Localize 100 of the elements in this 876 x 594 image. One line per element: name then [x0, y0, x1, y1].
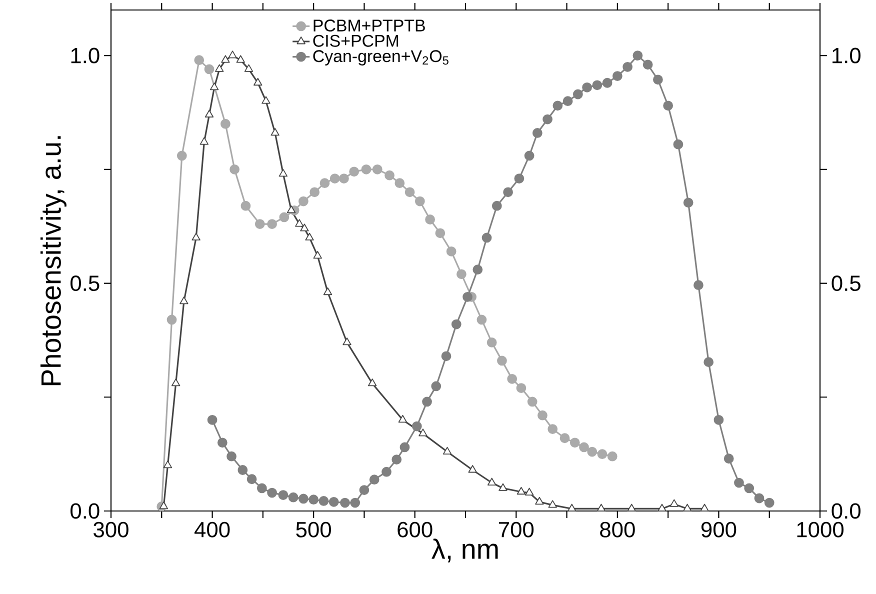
legend-label: Cyan-green+V$_{2}$O$_{5}$: [313, 50, 448, 66]
point: [215, 64, 224, 72]
point: [159, 501, 168, 510]
point: [492, 200, 502, 211]
point: [207, 414, 218, 425]
point: [754, 493, 764, 504]
legend-label: PCBM+PTPTB: [314, 20, 425, 32]
point: [700, 504, 709, 512]
point: [330, 174, 340, 184]
point: [220, 118, 230, 129]
point: [548, 424, 558, 434]
point: [562, 96, 573, 106]
point: [714, 414, 724, 425]
point: [487, 478, 496, 486]
point: [414, 196, 425, 206]
point: [524, 488, 534, 496]
point: [482, 232, 492, 243]
point: [318, 496, 329, 506]
point: [498, 483, 508, 491]
point: [446, 246, 456, 256]
point: [270, 128, 280, 136]
point: [435, 228, 446, 238]
point: [516, 383, 526, 393]
point: [622, 62, 633, 72]
point: [342, 338, 352, 346]
y2-tick-label: 1.0: [832, 48, 860, 64]
point: [238, 465, 248, 475]
x-tick-label: 700: [498, 522, 534, 538]
point: [568, 504, 576, 512]
point: [349, 166, 360, 177]
point: [503, 187, 513, 198]
point: [278, 490, 288, 500]
point: [278, 169, 288, 177]
point: [538, 410, 548, 420]
point: [262, 96, 270, 104]
point: [394, 178, 405, 188]
point: [286, 205, 296, 214]
point: [210, 82, 219, 90]
point: [404, 187, 415, 198]
point: [298, 494, 308, 504]
point: [572, 89, 583, 100]
point: [398, 414, 408, 423]
point: [295, 219, 304, 227]
point: [254, 219, 265, 230]
point: [384, 170, 394, 180]
point: [288, 492, 298, 502]
point: [176, 150, 187, 161]
point: [350, 498, 360, 508]
point: [658, 504, 666, 512]
x-tick-label: 800: [600, 522, 635, 538]
point: [267, 219, 277, 230]
x-tick-label: 600: [398, 522, 432, 538]
point: [582, 82, 592, 92]
point: [171, 378, 180, 386]
point: [412, 421, 422, 432]
y-tick-label: 0.0: [70, 503, 100, 519]
point: [670, 499, 678, 507]
legend-label: CIS+PCPM: [313, 34, 398, 47]
point: [279, 212, 290, 222]
point: [339, 174, 349, 184]
point: [507, 374, 518, 384]
x-tick-label: 900: [701, 522, 736, 538]
point: [308, 494, 319, 505]
point: [382, 466, 392, 477]
point: [246, 474, 257, 484]
point: [244, 64, 254, 72]
point: [724, 454, 734, 464]
point: [734, 478, 744, 488]
point: [431, 381, 442, 392]
point: [486, 338, 497, 348]
point: [597, 449, 608, 460]
point: [764, 498, 774, 508]
point: [456, 269, 466, 280]
point: [221, 55, 230, 63]
point: [462, 292, 472, 302]
point: [560, 433, 570, 444]
point: [166, 314, 177, 325]
point: [313, 250, 322, 259]
point: [323, 287, 332, 296]
point: [596, 504, 606, 512]
point: [607, 451, 618, 462]
point: [524, 150, 534, 161]
point: [535, 496, 544, 505]
point: [320, 178, 330, 188]
point: [300, 224, 309, 232]
point: [451, 319, 462, 330]
point: [497, 356, 507, 366]
point: [532, 128, 542, 138]
point: [744, 483, 754, 494]
point: [694, 280, 704, 290]
point: [180, 296, 188, 304]
point: [527, 396, 538, 407]
x-tick-label: 500: [296, 522, 331, 538]
point: [369, 474, 380, 485]
point: [673, 139, 684, 150]
y2-tick-label: 0.5: [832, 276, 860, 292]
point: [514, 174, 524, 184]
point: [163, 460, 172, 468]
point: [441, 351, 452, 362]
x-axis-title: λ, nm: [432, 538, 498, 562]
